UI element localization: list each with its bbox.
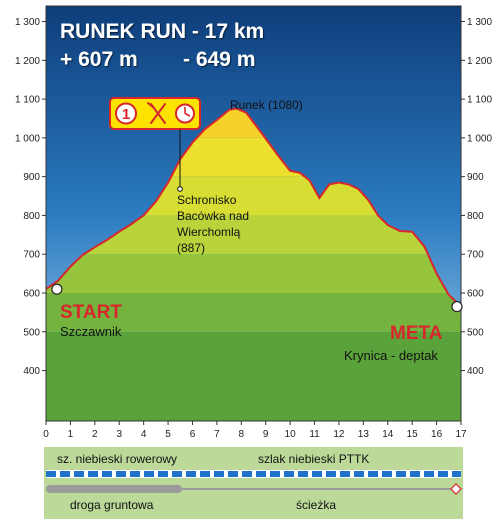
start-place: Szczawnik xyxy=(60,324,122,339)
clock-icon xyxy=(175,103,195,124)
y-tick-label: 1 200 xyxy=(15,56,40,67)
y-tick-label-right: 1 000 xyxy=(467,133,492,144)
y-tick-label-right: 500 xyxy=(467,327,484,338)
shelter-label-2: Bacówka nad xyxy=(177,209,249,223)
checkpoint-number: 1 xyxy=(122,106,130,123)
y-tick-label-right: 900 xyxy=(467,172,484,183)
trail-legend: sz. niebieski rowerowy szlak niebieski P… xyxy=(44,447,463,519)
y-tick-label-right: 1 100 xyxy=(467,95,492,106)
plot-frame xyxy=(45,5,462,422)
elevation-gain: + 607 m xyxy=(60,48,138,71)
elevation-band xyxy=(46,293,461,332)
elevation-loss: - 649 m xyxy=(183,48,255,71)
x-tick-label: 11 xyxy=(309,429,320,440)
fork-knife-icon xyxy=(147,102,166,124)
elevation-band xyxy=(46,331,461,421)
x-tick-label: 7 xyxy=(214,429,220,440)
x-tick-label: 2 xyxy=(92,429,98,440)
bike-trail-label: sz. niebieski rowerowy xyxy=(57,452,177,466)
x-tick-label: 9 xyxy=(263,429,269,440)
x-tick-label: 17 xyxy=(455,429,467,440)
x-tick-label: 0 xyxy=(43,429,49,440)
checkpoint-badge: 1 xyxy=(109,97,201,130)
checkpoint-number-icon xyxy=(115,102,137,125)
y-tick-label: 1 000 xyxy=(15,133,40,144)
x-tick-label: 15 xyxy=(407,429,419,440)
finish-label: META xyxy=(390,323,443,344)
x-tick-label: 14 xyxy=(382,429,394,440)
y-tick-label: 1 300 xyxy=(15,17,40,28)
x-tick-label: 3 xyxy=(116,429,122,440)
profile-line xyxy=(45,107,462,308)
y-tick-label-right: 700 xyxy=(467,250,484,261)
shelter-label-1: Schronisko xyxy=(177,193,237,207)
x-tick-label: 13 xyxy=(358,429,370,440)
peak-label: Runek (1080) xyxy=(230,98,303,112)
shelter-marker xyxy=(177,186,183,192)
y-tick-label-right: 600 xyxy=(467,289,484,300)
x-tick-label: 5 xyxy=(165,429,171,440)
y-tick-label: 400 xyxy=(23,366,40,377)
shelter-label-3: Wierchomlą xyxy=(177,225,241,239)
y-tick-label: 800 xyxy=(23,211,40,222)
y-tick-label-right: 1 300 xyxy=(467,17,492,28)
y-tick-label-right: 400 xyxy=(467,366,484,377)
x-tick-label: 16 xyxy=(431,429,443,440)
y-axis-left: 400 500 600 700 800 900 1 000 1 100 1 200 1 300 xyxy=(15,17,46,377)
x-tick-label: 10 xyxy=(285,429,297,440)
start-marker xyxy=(51,283,63,295)
chart-title: RUNEK RUN - 17 km xyxy=(60,20,264,43)
y-tick-label: 1 100 xyxy=(15,95,40,106)
finish-place: Krynica - deptak xyxy=(344,348,438,363)
x-tick-label: 8 xyxy=(239,429,245,440)
start-label: START xyxy=(60,302,122,323)
x-axis: 0 1 2 3 4 5 6 7 8 9 10 11 12 13 14 15 16 17 xyxy=(43,421,467,440)
y-tick-label: 600 xyxy=(23,289,40,300)
x-tick-label: 4 xyxy=(141,429,147,440)
shelter-label-4: (887) xyxy=(177,241,205,255)
path-label: ścieżka xyxy=(296,498,336,512)
x-tick-label: 12 xyxy=(333,429,345,440)
y-tick-label: 900 xyxy=(23,172,40,183)
y-tick-label: 700 xyxy=(23,250,40,261)
trail-legend-background xyxy=(44,447,463,519)
elevation-band xyxy=(46,254,461,294)
y-tick-label-right: 1 200 xyxy=(467,56,492,67)
finish-marker xyxy=(451,300,463,313)
x-tick-label: 1 xyxy=(68,429,74,440)
path-end-diamond-icon xyxy=(450,483,462,495)
y-tick-label-right: 800 xyxy=(467,211,484,222)
pttk-trail-label: szlak niebieski PTTK xyxy=(258,452,369,466)
x-tick-label: 6 xyxy=(190,429,196,440)
y-axis-right: 400 500 600 700 800 900 1 000 1 100 1 200 1 300 xyxy=(461,17,492,377)
y-tick-label: 500 xyxy=(23,327,40,338)
dirt-road-label: droga gruntowa xyxy=(70,498,154,512)
